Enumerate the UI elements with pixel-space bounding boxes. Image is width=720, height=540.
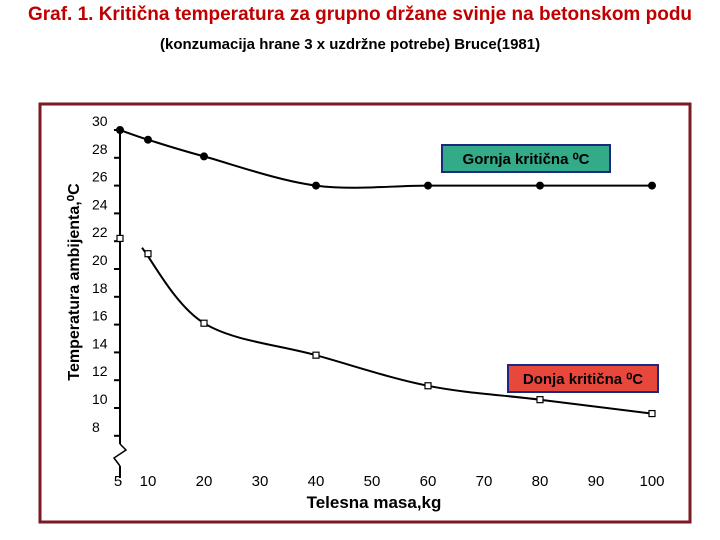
y-tick-label: 20	[92, 252, 108, 268]
lower-series-point	[424, 382, 432, 390]
lower-series-legend-box: Donja kritična ⁰C	[507, 364, 659, 393]
y-tick-label: 26	[92, 169, 108, 185]
x-tick-label: 60	[420, 473, 437, 490]
upper-series-point	[648, 181, 656, 190]
x-tick-label: 70	[476, 473, 493, 490]
upper-series-point	[312, 181, 320, 190]
x-tick-label: 5	[114, 473, 122, 490]
lower-series-label: Donja kritična ⁰C	[523, 371, 643, 388]
lower-series-point	[648, 409, 656, 418]
x-tick-label: 40	[308, 473, 325, 490]
y-tick-label: 24	[92, 196, 108, 212]
upper-series-legend-box: Gornja kritična ⁰C	[441, 144, 611, 173]
x-tick-label: 10	[140, 473, 157, 490]
lower-series-point	[144, 250, 152, 258]
upper-series-points	[116, 126, 656, 190]
x-tick-label: 90	[588, 473, 605, 490]
upper-series-label: Gornja kritična ⁰C	[463, 151, 590, 168]
chart-frame	[38, 102, 692, 524]
x-axis-title: Telesna masa,kg	[307, 493, 442, 512]
x-tick-label: 20	[196, 473, 213, 490]
y-tick-label: 14	[92, 335, 108, 351]
y-tick-label: 16	[92, 308, 108, 324]
upper-series-point	[536, 181, 544, 190]
chart-title: Graf. 1. Kritična temperatura za grupno …	[27, 4, 693, 25]
lower-trend-curve	[141, 247, 653, 415]
upper-series-point	[200, 152, 208, 161]
x-tick-labels: 5 10 20 30 40 50 60 70 80 90 100	[114, 473, 665, 490]
x-tick-label: 50	[364, 473, 381, 490]
y-tick-label: 18	[92, 280, 108, 296]
y-tick-label: 22	[92, 224, 108, 240]
lower-series-label-background	[507, 364, 659, 393]
chart-axes	[112, 130, 128, 478]
upper-series-point	[116, 126, 124, 134]
y-tick-label: 8	[92, 419, 100, 435]
y-tick-label: 12	[92, 363, 108, 379]
lower-series-points	[116, 234, 656, 418]
y-tick-label: 30	[92, 113, 108, 129]
lower-series-point	[312, 351, 320, 359]
x-tick-label: 80	[532, 473, 549, 490]
y-tick-labels: 30 28 26 24 22 20 18 16 14 12 10 8	[92, 113, 108, 435]
lower-series-point	[536, 396, 544, 404]
upper-series-point	[424, 181, 432, 190]
y-tick-label: 28	[92, 141, 108, 157]
lower-series-point	[200, 319, 208, 327]
x-tick-label: 30	[252, 473, 269, 490]
lower-series	[141, 247, 653, 415]
lower-series-point	[116, 234, 124, 243]
y-tick-label: 10	[92, 391, 108, 407]
upper-series-point	[144, 135, 152, 144]
upper-series-label-background	[441, 144, 611, 173]
chart-subtitle: (konzumacija hrane 3 x uzdržne potrebe) …	[160, 36, 541, 53]
y-axis-break-mark	[112, 443, 128, 467]
y-axis-title: Temperatura ambijenta,⁰C	[66, 183, 83, 381]
x-tick-label: 100	[639, 473, 664, 490]
